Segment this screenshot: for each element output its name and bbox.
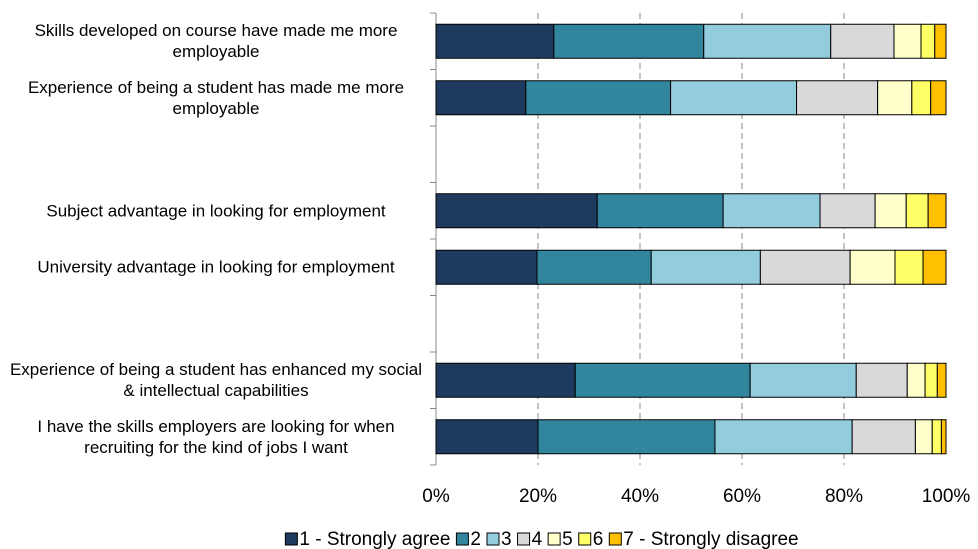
legend-swatch [608,532,622,546]
bar-segment [650,249,761,285]
legend-label: 7 - Strongly disagree [623,529,798,549]
bar-segment [874,193,907,229]
bar-segment [920,23,936,59]
bar-segment [855,362,908,398]
legend-label: 5 [562,529,573,549]
bar-segment [906,362,926,398]
x-tick-label: 0% [422,486,450,507]
bar-segment [553,23,705,59]
bar-segment [596,193,724,229]
bar-segment [893,23,922,59]
bar-segment [931,419,942,455]
bar-segment [922,249,947,285]
x-tick-label: 80% [825,486,863,507]
bar-segment [574,362,751,398]
bar-segment [536,249,652,285]
bar-segment [435,193,598,229]
bar-segment [796,80,879,116]
legend-label: 2 [470,529,481,549]
bar-segment [759,249,851,285]
bar-segment [819,193,876,229]
legend-label: 4 [532,529,543,549]
bar-segment [749,362,857,398]
bar-segment [435,80,527,116]
x-tick-label: 60% [723,486,761,507]
bar-segment [936,362,947,398]
legend-label: 1 - Strongly agree [299,529,450,549]
x-tick-label: 40% [621,486,659,507]
bar-segment [927,193,947,229]
bar-segment [940,419,947,455]
bar-segment [894,249,924,285]
bar-segment [914,419,933,455]
legend-swatch [547,532,561,546]
legend-label: 6 [593,529,604,549]
x-tick-label: 100% [922,486,971,507]
bar-segment [877,80,913,116]
bar-segment [435,23,555,59]
legend-swatch [578,532,592,546]
bar-segment [435,362,576,398]
bar-segment [435,249,538,285]
category-label: I have the skills employers are looking … [37,416,395,457]
legend-swatch [486,532,500,546]
bar-segment [714,419,853,455]
bar-segment [851,419,916,455]
legend-swatch [284,532,298,546]
bar-segment [703,23,832,59]
bar-segment [670,80,798,116]
bar-segment [934,23,947,59]
bar-segment [924,362,938,398]
legend-label: 3 [501,529,512,549]
category-label: Skills developed on course have made me … [34,21,398,62]
bar-segment [905,193,929,229]
bar-segment [537,419,716,455]
bar-segment [830,23,895,59]
legend-swatch [517,532,531,546]
bar-segment [849,249,896,285]
bar-segment [930,80,947,116]
category-label: University advantage in looking for empl… [37,257,395,277]
category-label: Subject advantage in looking for employm… [46,201,386,221]
bar-segment [722,193,821,229]
category-label: Experience of being a student has enhanc… [9,360,423,401]
bar-segment [525,80,672,116]
x-tick-label: 20% [519,486,557,507]
bar-segment [911,80,932,116]
legend-swatch [455,532,469,546]
bar-segment [435,419,539,455]
category-label: Experience of being a student has made m… [27,77,405,118]
